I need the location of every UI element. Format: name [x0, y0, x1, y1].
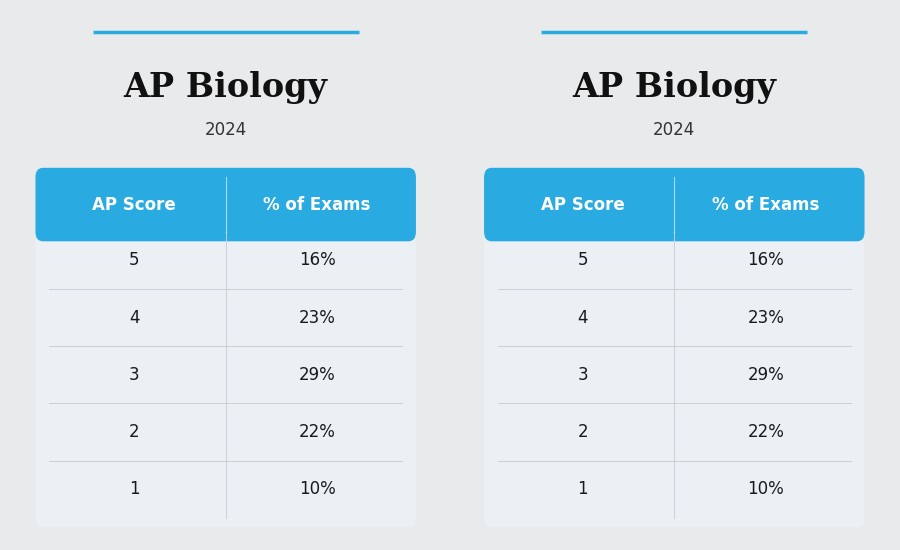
Text: 3: 3: [129, 366, 140, 384]
FancyBboxPatch shape: [35, 168, 416, 527]
FancyBboxPatch shape: [35, 168, 416, 241]
Text: 29%: 29%: [299, 366, 336, 384]
Text: AP Biology: AP Biology: [123, 71, 328, 104]
Text: 1: 1: [129, 480, 140, 498]
FancyBboxPatch shape: [484, 168, 865, 241]
Text: 3: 3: [578, 366, 589, 384]
Bar: [491, 207, 857, 232]
Text: AP Biology: AP Biology: [572, 71, 777, 104]
Text: 1: 1: [578, 480, 589, 498]
Text: 23%: 23%: [299, 309, 336, 327]
FancyBboxPatch shape: [484, 168, 865, 527]
Text: 23%: 23%: [747, 309, 784, 327]
Text: AP Score: AP Score: [541, 196, 625, 213]
Text: 22%: 22%: [299, 423, 336, 441]
Text: 4: 4: [578, 309, 589, 327]
Bar: [43, 207, 409, 232]
Text: 2024: 2024: [653, 121, 696, 139]
Text: 29%: 29%: [747, 366, 784, 384]
Text: 2: 2: [578, 423, 589, 441]
Text: 16%: 16%: [299, 251, 336, 270]
Text: 2: 2: [129, 423, 140, 441]
Text: 22%: 22%: [747, 423, 784, 441]
Text: 16%: 16%: [747, 251, 784, 270]
Text: 10%: 10%: [299, 480, 336, 498]
Text: % of Exams: % of Exams: [264, 196, 371, 213]
Text: AP Score: AP Score: [93, 196, 176, 213]
Text: 4: 4: [129, 309, 140, 327]
Text: 2024: 2024: [204, 121, 247, 139]
Text: 5: 5: [578, 251, 589, 270]
Text: 5: 5: [129, 251, 140, 270]
Text: % of Exams: % of Exams: [712, 196, 819, 213]
Text: 10%: 10%: [747, 480, 784, 498]
